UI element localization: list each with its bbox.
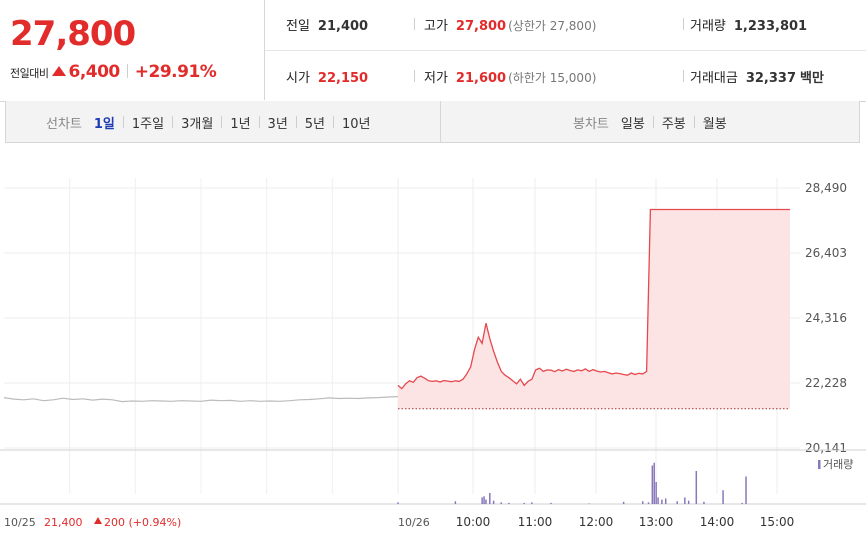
x-date-prev: 10/25 [4, 516, 36, 529]
stat-value: 21,600 [455, 71, 507, 86]
volume-legend-label: 거래량 [823, 458, 853, 471]
y-tick-label: 20,141 [805, 441, 847, 455]
y-tick-label: 26,403 [805, 246, 847, 260]
tab-weekly[interactable]: 주봉 [661, 116, 686, 132]
stat-value: 27,800 [455, 19, 507, 34]
tab-divider [172, 116, 174, 128]
stat-separator [683, 18, 684, 30]
x-date-today: 10/26 [398, 516, 430, 529]
stat-label: 거래대금 [690, 71, 738, 86]
chart-period-tabs: 선차트 1일 1주일 3개월 1년 3년 5년 10년 봉차트 일봉 주봉 월봉 [5, 101, 860, 143]
lower-limit: (하한가 15,000) [508, 71, 597, 85]
tab-1w[interactable]: 1주일 [131, 116, 165, 132]
stat-prev-close: 전일 21,400 [286, 15, 368, 34]
tab-divider [295, 116, 297, 128]
tab-10y[interactable]: 10년 [342, 116, 371, 132]
change-percent: +29.91% [134, 62, 217, 82]
x-tick-label: 10:00 [456, 515, 491, 529]
stat-label: 거래량 [690, 19, 726, 34]
stat-value: 22,150 [317, 71, 369, 86]
stat-high: 고가 27,800 (상한가 27,800) [424, 15, 596, 34]
divider [126, 64, 128, 78]
x-tick-label: 15:00 [760, 515, 795, 529]
stat-label: 전일 [286, 19, 310, 34]
tab-divider [221, 116, 223, 128]
series-prev-day [3, 396, 399, 403]
x-tick-label: 12:00 [579, 515, 614, 529]
prev-change-label: 200 (+0.94%) [104, 516, 181, 529]
x-tick-label: 13:00 [639, 515, 674, 529]
stat-separator [414, 70, 415, 82]
tab-divider [122, 116, 124, 128]
series-today-area [398, 209, 790, 409]
candle-chart-group: 봉차트 일봉 주봉 월봉 [573, 101, 727, 143]
stat-value: 21,400 [317, 19, 369, 34]
stats-divider [265, 50, 866, 51]
stat-separator [683, 70, 684, 82]
tab-1y[interactable]: 1년 [230, 116, 251, 132]
y-tick-label: 22,228 [805, 376, 847, 390]
tab-3y[interactable]: 3년 [267, 116, 288, 132]
up-arrow-icon [52, 66, 67, 76]
tab-3m[interactable]: 3개월 [181, 116, 214, 132]
x-tick-label: 11:00 [518, 515, 553, 529]
prev-up-arrow-icon [94, 517, 102, 524]
stat-value: 1,233,801 [733, 19, 808, 34]
y-tick-label: 28,490 [805, 181, 847, 195]
tab-divider [333, 116, 335, 128]
change-label: 전일대비 [10, 67, 49, 80]
quote-header: 27,800 전일대비 6,400 +29.91% 전일 21,400 고가 27,80… [0, 0, 866, 102]
intraday-chart: 28,490 26,403 24,316 22,228 20,141 거래량 10/25 21… [0, 160, 866, 544]
tab-monthly[interactable]: 월봉 [702, 116, 727, 132]
current-price: 27,800 [10, 14, 136, 54]
stat-label: 시가 [286, 71, 310, 86]
stat-label: 저가 [424, 71, 448, 86]
line-chart-label: 선차트 [46, 116, 82, 132]
y-tick-label: 24,316 [805, 311, 847, 325]
stat-low: 저가 21,600 (하한가 15,000) [424, 67, 596, 86]
tab-daily[interactable]: 일봉 [620, 116, 645, 132]
stat-volume: 거래량 1,233,801 [690, 15, 807, 34]
stat-separator [414, 18, 415, 30]
tab-1d[interactable]: 1일 [93, 116, 115, 132]
tab-group-divider [440, 101, 441, 143]
tab-divider [693, 116, 695, 128]
candle-chart-label: 봉차트 [573, 116, 609, 132]
stat-unit: 백만 [800, 71, 824, 86]
change-value: 6,400 [68, 62, 120, 82]
stat-label: 고가 [424, 19, 448, 34]
line-chart-group: 선차트 1일 1주일 3개월 1년 3년 5년 10년 [46, 101, 371, 143]
chart-canvas: 28,490 26,403 24,316 22,228 20,141 거래량 10/25 21… [0, 178, 866, 529]
volume-legend-swatch [818, 460, 821, 469]
stat-value: 32,337 [745, 71, 797, 86]
change-line: 전일대비 6,400 +29.91% [10, 62, 217, 82]
series-today-line [397, 208, 790, 390]
prev-close-label: 21,400 [44, 516, 83, 529]
tab-divider [258, 116, 260, 128]
upper-limit: (상한가 27,800) [508, 19, 597, 33]
stat-open: 시가 22,150 [286, 67, 368, 86]
x-tick-label: 14:00 [700, 515, 735, 529]
tab-divider [652, 116, 654, 128]
price-box: 27,800 전일대비 6,400 +29.91% [0, 0, 265, 100]
stat-amount: 거래대금 32,337 백만 [690, 67, 824, 86]
tab-5y[interactable]: 5년 [304, 116, 326, 132]
